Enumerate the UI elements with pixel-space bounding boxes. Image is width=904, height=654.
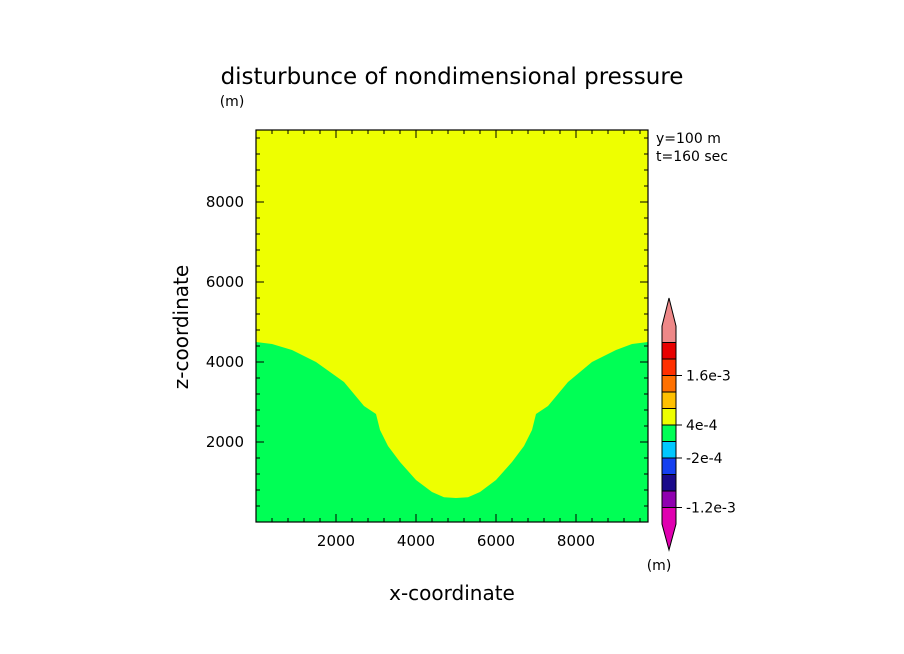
colorbar-segment (661, 391, 677, 409)
annotation-y: y=100 m (656, 131, 721, 147)
colorbar-label: -1.2e-3 (686, 501, 736, 517)
y-tick-label: 6000 (206, 273, 244, 291)
colorbar-segment (661, 342, 677, 360)
x-tick-label: 2000 (317, 532, 355, 550)
colorbar-segment (661, 490, 677, 508)
colorbar-segment (661, 408, 677, 426)
colorbar-segment (661, 507, 677, 552)
colorbar-segment (661, 375, 677, 393)
colorbar-segment (661, 441, 677, 459)
colorbar-segment (661, 297, 677, 343)
colorbar-segment (661, 358, 677, 376)
annotation-t: t=160 sec (656, 149, 728, 165)
colorbar-segment (661, 424, 677, 442)
colorbar-unit-label: (m) (647, 558, 672, 574)
x-tick-label: 6000 (477, 532, 515, 550)
y-tick-label: 4000 (206, 353, 244, 371)
x-tick-label: 4000 (397, 532, 435, 550)
region-lower (256, 342, 648, 522)
x-tick-label: 8000 (557, 532, 595, 550)
colorbar-label: 1.6e-3 (686, 369, 731, 385)
colorbar-segment (661, 474, 677, 492)
plot-frame (255, 129, 649, 523)
y-unit-label: (m) (220, 94, 245, 110)
x-axis-label: x-coordinate (389, 581, 515, 605)
y-tick-label: 2000 (206, 433, 244, 451)
colorbar-label: -2e-4 (686, 451, 723, 467)
chart-title: disturbunce of nondimensional pressure (221, 64, 684, 90)
colorbar-label: 4e-4 (686, 418, 718, 434)
y-axis-label: z-coordinate (169, 265, 193, 389)
colorbar-segment (661, 457, 677, 475)
y-tick-label: 8000 (206, 193, 244, 211)
